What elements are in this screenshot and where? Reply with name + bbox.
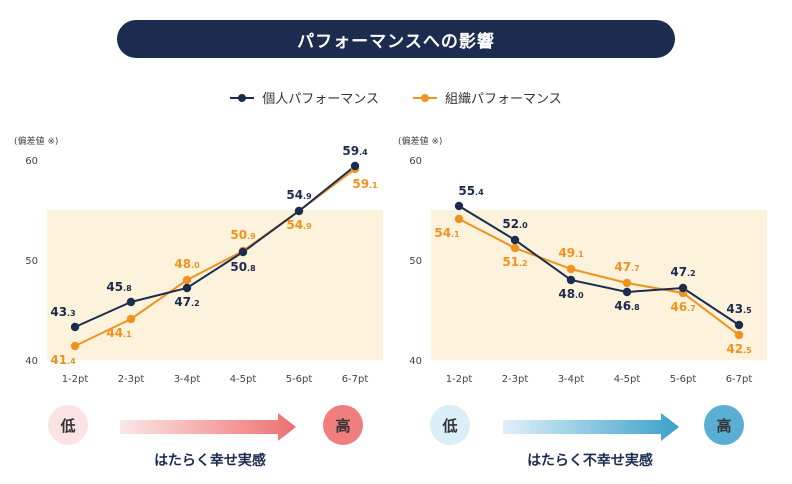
data-label-organization: 51.2 <box>502 255 527 269</box>
arrow-happiness <box>120 413 296 441</box>
chart-title: パフォーマンスへの影響 <box>297 31 495 52</box>
caption-unhappiness: はたらく不幸せ実感 <box>527 453 653 469</box>
x-tick-label: 1-2pt <box>446 374 473 385</box>
data-label-organization: 47.7 <box>614 260 639 274</box>
highlight-band <box>431 210 767 310</box>
legend-label-organization: 組織パフォーマンス <box>445 92 562 107</box>
data-label-personal: 48.0 <box>558 287 584 301</box>
scale-low-label: 低 <box>442 416 458 435</box>
data-point-personal <box>350 161 360 171</box>
scale-high-circle-unhappiness: 高 <box>704 405 744 445</box>
data-point-personal <box>238 247 248 257</box>
series-line-personal <box>74 165 356 328</box>
scale-high-circle-happiness: 高 <box>323 405 363 445</box>
scale-high-label: 高 <box>716 416 732 435</box>
data-point-personal <box>126 297 136 307</box>
data-point-personal <box>734 320 744 330</box>
scale-low-label: 低 <box>60 416 76 435</box>
x-tick-label: 2-3pt <box>118 374 145 385</box>
y-unit-label: (偏差値 ※) <box>398 135 442 147</box>
data-label-personal: 52.0 <box>502 217 528 231</box>
chart-unhappiness: (偏差値 ※) 40 50 60 1-2pt 2-3pt 3-4pt 4-5pt 5-6pt 6-… <box>398 135 767 385</box>
legend-item-organization: 組織パフォーマンス <box>413 88 562 107</box>
series-line-personal <box>458 205 740 326</box>
y-unit-label: (偏差値 ※) <box>14 135 58 147</box>
legend: 個人パフォーマンス 組織パフォーマンス <box>0 88 792 107</box>
x-tick-label: 6-7pt <box>726 374 753 385</box>
x-tick-label: 4-5pt <box>614 374 641 385</box>
x-tick-label: 5-6pt <box>286 374 313 385</box>
data-point-organization <box>510 243 520 253</box>
y-tick-label: 40 <box>409 356 422 367</box>
highlight-band <box>47 210 383 310</box>
data-point-organization <box>566 264 576 274</box>
data-label-organization: 50.9 <box>230 228 256 242</box>
series-line-organization <box>458 218 740 336</box>
data-point-personal <box>566 275 576 285</box>
highlight-band <box>431 310 767 360</box>
data-label-personal: 47.2 <box>670 265 695 279</box>
legend-swatch-personal <box>230 92 255 104</box>
data-point-personal <box>182 283 192 293</box>
x-tick-label: 5-6pt <box>670 374 697 385</box>
data-label-organization: 49.1 <box>558 246 584 260</box>
data-label-organization: 59.1 <box>352 177 378 191</box>
data-label-organization: 54.1 <box>434 226 460 240</box>
data-point-organization <box>454 214 464 224</box>
data-label-organization: 46.7 <box>670 300 695 314</box>
data-point-personal <box>510 235 520 245</box>
data-label-organization: 42.5 <box>726 342 752 356</box>
data-label-personal: 45.8 <box>106 280 132 294</box>
chart-title-banner: パフォーマンスへの影響 <box>117 20 675 58</box>
data-label-personal: 46.8 <box>614 299 640 313</box>
x-tick-label: 3-4pt <box>174 374 201 385</box>
y-tick-label: 50 <box>25 256 38 267</box>
x-tick-label: 6-7pt <box>342 374 369 385</box>
data-point-personal <box>454 201 464 211</box>
legend-label-personal: 個人パフォーマンス <box>262 92 379 107</box>
data-point-organization <box>622 278 632 288</box>
data-label-organization: 44.1 <box>106 326 132 340</box>
arrow-unhappiness <box>503 413 679 441</box>
data-point-organization <box>126 314 136 324</box>
data-point-personal <box>70 322 80 332</box>
data-label-personal: 47.2 <box>174 295 199 309</box>
data-label-personal: 54.9 <box>286 188 312 202</box>
data-label-organization: 48.0 <box>174 257 200 271</box>
data-point-organization <box>182 275 192 285</box>
scale-low-circle-happiness: 低 <box>48 405 88 445</box>
chart-happiness: (偏差値 ※) 40 50 60 1-2pt 2-3pt 3-4pt 4-5pt 5-6pt 6-… <box>14 135 383 385</box>
data-label-personal: 43.5 <box>726 302 752 316</box>
data-label-organization: 41.4 <box>50 353 76 367</box>
data-label-personal: 43.3 <box>50 305 75 319</box>
y-tick-label: 50 <box>409 256 422 267</box>
data-point-organization <box>734 330 744 340</box>
y-tick-label: 40 <box>25 356 38 367</box>
x-tick-label: 3-4pt <box>558 374 585 385</box>
data-point-organization <box>70 341 80 351</box>
x-tick-label: 1-2pt <box>62 374 89 385</box>
data-label-personal: 55.4 <box>458 184 484 198</box>
data-label-personal: 59.4 <box>342 144 368 158</box>
scale-low-circle-unhappiness: 低 <box>430 405 470 445</box>
legend-item-personal: 個人パフォーマンス <box>230 88 379 107</box>
highlight-band <box>47 310 383 360</box>
legend-swatch-organization <box>413 92 437 104</box>
y-tick-label: 60 <box>25 156 38 167</box>
data-point-personal <box>294 206 304 216</box>
y-tick-label: 60 <box>409 156 422 167</box>
data-point-personal <box>678 283 688 293</box>
x-tick-label: 4-5pt <box>230 374 257 385</box>
x-tick-label: 2-3pt <box>502 374 529 385</box>
data-label-organization: 54.9 <box>286 218 312 232</box>
scale-high-label: 高 <box>335 416 351 435</box>
caption-happiness: はたらく幸せ実感 <box>154 453 266 469</box>
data-point-personal <box>622 287 632 297</box>
data-label-personal: 50.8 <box>230 260 256 274</box>
